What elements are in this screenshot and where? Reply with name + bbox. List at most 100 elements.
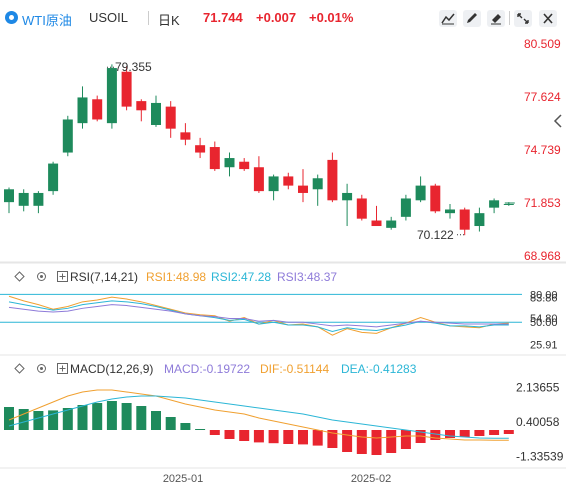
rsi-plot [0, 261, 566, 336]
macd-histogram-bar [327, 430, 338, 448]
expand-icon [517, 13, 529, 24]
macd-histogram-bar [342, 430, 353, 452]
candle-body [400, 198, 411, 217]
candle-body [415, 185, 426, 201]
macd-tick-label: 0.40058 [516, 415, 560, 429]
current-price: 71.744 [203, 10, 243, 25]
price-change: +0.007 [256, 10, 297, 25]
candle-body [224, 158, 235, 168]
macd-histogram-bar [62, 408, 73, 430]
macd-axis: 2.13655 0.40058 -1.33539 [516, 380, 564, 463]
instrument-logo-icon [5, 11, 18, 24]
macd-histogram-bar [430, 430, 441, 440]
candle-body [342, 192, 353, 201]
candle-body [268, 176, 279, 192]
macd-histogram-bar [209, 430, 220, 435]
candle-body [430, 185, 441, 212]
candle-body [92, 99, 103, 120]
low-price-label: 70.122 [417, 228, 454, 242]
macd-histogram-bar [298, 430, 308, 445]
macd-value: MACD:-0.19722 [164, 362, 251, 376]
eraser-icon [491, 14, 501, 25]
macd-histogram-bar [371, 430, 382, 455]
collapse-panel-button[interactable] [553, 114, 563, 128]
price-tick-label: 77.624 [524, 90, 561, 104]
settings-icon[interactable] [36, 363, 47, 374]
time-tick-label: 2025-01 [163, 473, 203, 485]
fullscreen-button[interactable] [514, 10, 532, 27]
macd-histogram-bar [312, 430, 323, 446]
candle-body [239, 161, 250, 170]
settings-icon[interactable] [36, 271, 47, 282]
rsi-tick-label: 83.86 [530, 293, 558, 305]
candle-body [48, 163, 59, 192]
candle-body [165, 106, 176, 129]
candle-body [489, 200, 500, 208]
rsi-series-line [8, 295, 509, 336]
macd-label: MACD(12,26,9) [70, 362, 154, 376]
macd-histogram-bar [400, 430, 411, 449]
draw-tool-button[interactable] [463, 10, 481, 27]
macd-histogram-bar [18, 409, 29, 430]
candle-body [136, 101, 147, 111]
candle-body [283, 176, 294, 186]
candle-body [121, 71, 132, 107]
add-icon[interactable] [57, 271, 68, 282]
macd-histogram-bar [239, 430, 250, 441]
candle-body [371, 220, 382, 227]
eye-icon[interactable] [14, 363, 25, 374]
price-tick-label: 71.853 [524, 196, 561, 210]
rsi-label: RSI(7,14,21) [70, 270, 139, 284]
symbol-name[interactable]: WTI原油 [22, 13, 72, 28]
candle-body [33, 192, 44, 206]
symbol-code: USOIL [89, 10, 129, 25]
erase-tool-button[interactable] [487, 10, 505, 27]
price-tick-label: 74.739 [524, 143, 561, 157]
eye-icon[interactable] [14, 271, 25, 282]
macd-histogram-bar [356, 430, 367, 454]
time-axis: 2025-01 2025-02 [0, 467, 566, 485]
rsi2-value: RSI2:47.28 [211, 270, 272, 284]
candle-body [253, 167, 264, 192]
candle-body [298, 185, 308, 193]
close-icon [543, 13, 553, 24]
macd-histogram-bar [106, 401, 117, 430]
macd-histogram-bar [165, 417, 176, 430]
macd-histogram-bar [136, 406, 147, 430]
rsi-tick-label: 25.91 [530, 340, 558, 352]
add-icon[interactable] [57, 363, 68, 374]
indicator-button[interactable] [439, 10, 457, 27]
candle-body [180, 132, 191, 140]
period-selector[interactable]: 日K [158, 13, 180, 28]
macd-histogram-bar [121, 403, 132, 430]
candle-body [209, 147, 220, 170]
macd-histogram-bar [283, 430, 294, 444]
macd-histogram-bar [92, 403, 103, 430]
close-button[interactable] [539, 10, 557, 27]
macd-histogram-bar [489, 430, 500, 435]
rsi3-value: RSI3:48.37 [277, 270, 338, 284]
macd-histogram-bar [48, 410, 59, 430]
macd-histogram-bar [224, 430, 235, 439]
macd-histogram-bar [33, 411, 44, 430]
macd-histogram-bar [253, 430, 264, 443]
price-axis: 80.509 77.624 74.739 71.853 68.968 [524, 37, 561, 263]
toolbar-divider [509, 11, 510, 25]
macd-tick-label: 2.13655 [516, 380, 560, 394]
price-tick-label: 80.509 [524, 37, 561, 51]
candle-body [62, 119, 73, 153]
candle-body [386, 220, 397, 228]
candle-body [77, 97, 88, 124]
macd-plot [0, 354, 566, 455]
price-annotations: 79.355 70.122 [107, 60, 465, 242]
macd-histogram-bar [503, 430, 514, 434]
candle-body [503, 203, 514, 205]
macd-histogram-bar [77, 405, 88, 430]
rsi-tick-label: 54.80 [530, 313, 558, 325]
candle-body [106, 68, 117, 124]
chart-header: WTI原油 USOIL 日K 71.744 +0.007 +0.01% [0, 0, 566, 34]
rsi-series-line [8, 300, 509, 332]
macd-tick-label: -1.33539 [516, 450, 564, 464]
